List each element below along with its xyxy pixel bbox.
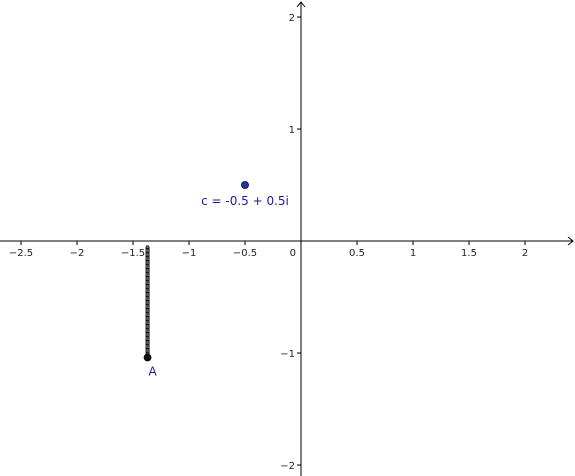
trace-bead bbox=[145, 329, 150, 333]
trace-bead bbox=[145, 289, 150, 293]
point-marker[interactable] bbox=[143, 353, 152, 362]
x-ticks: −2.5 −2 −1.5 −1 −0.5 0.5 1 1.5 2 0 bbox=[9, 241, 528, 259]
trace-bead bbox=[145, 253, 150, 257]
trace-bead bbox=[145, 349, 150, 353]
x-tick-label: 1.5 bbox=[461, 248, 477, 259]
x-tick-label: 2 bbox=[522, 248, 528, 259]
x-tick-label: 1 bbox=[410, 248, 416, 259]
trace-bead bbox=[145, 269, 150, 273]
trace-bead bbox=[145, 333, 150, 337]
trace-bead bbox=[145, 257, 150, 261]
y-ticks: 2 1 −1 −2 bbox=[280, 13, 301, 472]
trace-bead bbox=[145, 293, 150, 297]
trace-bead bbox=[145, 305, 150, 309]
point-label: A bbox=[148, 364, 157, 378]
trace-bead bbox=[145, 273, 150, 277]
trace-bead bbox=[145, 345, 150, 349]
trace-bead bbox=[145, 325, 150, 329]
trace-bead bbox=[145, 321, 150, 325]
trace-bead bbox=[145, 265, 150, 269]
y-tick-label: −1 bbox=[280, 349, 295, 360]
x-tick-label: −0.5 bbox=[233, 248, 257, 259]
trace-bead bbox=[145, 297, 150, 301]
trace-bead bbox=[145, 309, 150, 313]
trace-bead bbox=[145, 249, 150, 253]
x-tick-label: −2.5 bbox=[9, 248, 33, 259]
origin-label: 0 bbox=[290, 248, 296, 259]
x-tick-label: −1 bbox=[182, 248, 197, 259]
y-tick-label: 1 bbox=[289, 125, 295, 136]
trace-bead bbox=[145, 277, 150, 281]
x-tick-label: −2 bbox=[70, 248, 85, 259]
trace-bead bbox=[145, 285, 150, 289]
trace-bead bbox=[145, 301, 150, 305]
trace-bead bbox=[145, 341, 150, 345]
y-tick-label: 2 bbox=[289, 13, 295, 24]
trace-path bbox=[145, 245, 150, 358]
x-axis-arrow-icon bbox=[567, 236, 574, 246]
trace-bead bbox=[145, 281, 150, 285]
trace-bead bbox=[145, 261, 150, 265]
points[interactable]: c = -0.5 + 0.5i A bbox=[143, 181, 289, 379]
point-label: c = -0.5 + 0.5i bbox=[201, 194, 289, 208]
y-axis-arrow-icon bbox=[296, 1, 306, 8]
trace-bead bbox=[145, 313, 150, 317]
x-tick-label: −1.5 bbox=[121, 248, 145, 259]
point-marker[interactable] bbox=[241, 181, 249, 189]
trace-bead bbox=[145, 245, 150, 249]
x-tick-label: 0.5 bbox=[349, 248, 365, 259]
trace-bead bbox=[145, 337, 150, 341]
y-tick-label: −2 bbox=[280, 461, 295, 472]
trace-bead bbox=[145, 317, 150, 321]
